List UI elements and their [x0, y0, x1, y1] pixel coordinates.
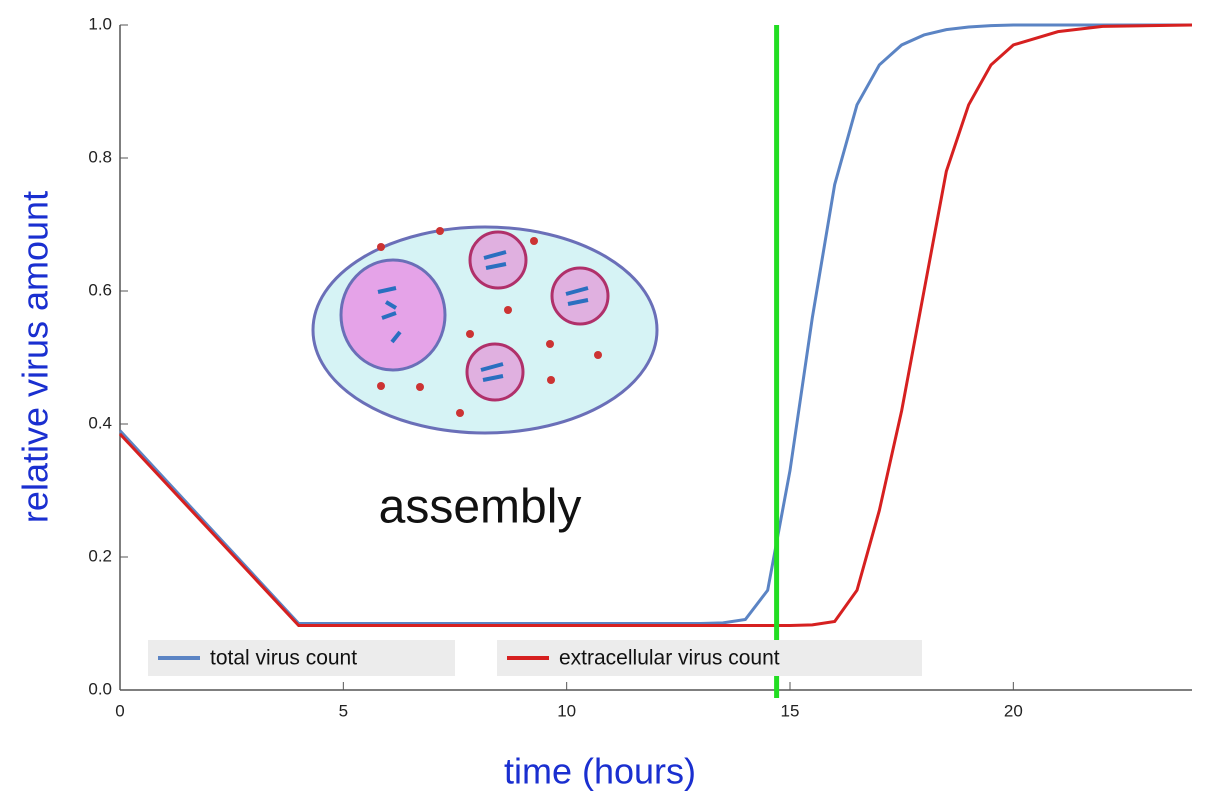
- y-axis-label: relative virus amount: [15, 191, 56, 523]
- y-tick-label: 0.4: [88, 413, 112, 432]
- y-tick-label: 1.0: [88, 14, 112, 33]
- legend-label: extracellular virus count: [559, 647, 780, 670]
- y-tick-label: 0.8: [88, 147, 112, 166]
- cell-illustration: [311, 225, 659, 435]
- x-axis-label: time (hours): [504, 751, 696, 792]
- x-tick-label: 10: [557, 701, 576, 720]
- x-tick-label: 15: [781, 701, 800, 720]
- x-tick-label: 20: [1004, 701, 1023, 720]
- series-line: [118, 23, 1193, 627]
- legend-box: [497, 640, 922, 676]
- y-tick-label: 0.6: [88, 280, 112, 299]
- series-line: [118, 23, 1192, 625]
- y-tick-label: 0.0: [88, 679, 112, 698]
- x-tick-label: 0: [115, 701, 124, 720]
- y-tick-label: 0.2: [88, 546, 112, 565]
- annotation: assembly: [379, 481, 582, 534]
- legend-label: total virus count: [210, 647, 357, 670]
- x-tick-label: 5: [339, 701, 348, 720]
